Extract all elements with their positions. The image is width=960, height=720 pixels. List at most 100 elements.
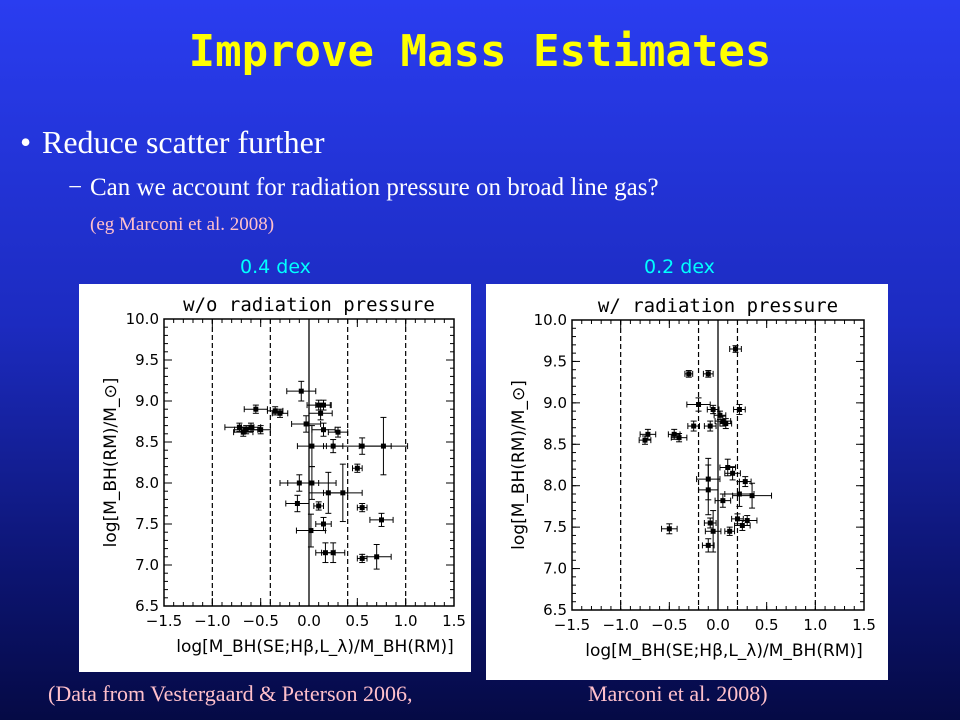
point-marker: [727, 528, 733, 534]
data-point: [733, 404, 746, 415]
x-tick-label: −1.5: [146, 612, 182, 630]
sub-bullet-item: − Can we account for radiation pressure o…: [68, 174, 659, 202]
point-marker: [316, 503, 322, 509]
x-tick-label: 0.0: [297, 612, 321, 630]
point-marker: [691, 423, 697, 429]
point-marker: [321, 427, 326, 433]
data-point: [313, 501, 324, 511]
data-point: [308, 406, 333, 421]
x-tick-label: 1.5: [442, 612, 466, 630]
data-point: [233, 427, 254, 437]
data-point: [703, 420, 717, 432]
data-point: [684, 370, 694, 378]
point-marker: [308, 528, 314, 534]
y-tick-label: 8.5: [543, 435, 567, 453]
data-point: [732, 482, 773, 509]
point-marker: [330, 550, 336, 556]
point-marker: [374, 554, 380, 560]
x-tick-label: −0.5: [651, 616, 687, 634]
left-scatter-label: 0.4 dex: [240, 256, 311, 278]
data-point: [724, 466, 741, 481]
data-point: [285, 494, 310, 513]
point-marker: [321, 521, 326, 527]
point-marker: [736, 491, 742, 497]
point-marker: [705, 371, 711, 377]
x-tick-label: 0.5: [345, 612, 369, 630]
data-point: [321, 542, 346, 564]
point-marker: [272, 408, 278, 414]
point-marker: [666, 526, 672, 532]
slide-title: Improve Mass Estimates: [188, 26, 772, 77]
bullet-dot-icon: •: [20, 124, 32, 160]
x-tick-label: 1.0: [394, 612, 418, 630]
x-axis-label: log[M_BH(SE;Hβ,L_λ)/M_BH(RM)]: [176, 637, 453, 657]
data-point: [702, 370, 714, 378]
data-point: [327, 426, 349, 438]
point-marker: [354, 465, 360, 471]
point-marker: [733, 346, 739, 352]
point-marker: [723, 421, 729, 427]
point-marker: [676, 435, 682, 441]
point-marker: [686, 371, 692, 377]
point-marker: [739, 522, 745, 528]
data-point: [687, 420, 701, 432]
y-tick-label: 6.5: [543, 601, 567, 619]
point-marker: [253, 406, 259, 412]
reference-note: (eg Marconi et al. 2008): [90, 214, 275, 235]
data-point: [734, 520, 751, 531]
x-axis-label: log[M_BH(SE;Hβ,L_λ)/M_BH(RM)]: [585, 641, 862, 661]
caption-right: Marconi et al. 2008): [588, 681, 768, 706]
point-marker: [744, 518, 750, 524]
sub-bullet-text: Can we account for radiation pressure on…: [90, 174, 659, 201]
data-point: [295, 513, 326, 548]
x-tick-label: 1.5: [852, 616, 876, 634]
y-tick-label: 7.5: [543, 518, 567, 536]
point-marker: [380, 443, 386, 449]
data-point: [670, 433, 688, 443]
point-marker: [730, 470, 736, 476]
point-marker: [645, 431, 651, 437]
point-marker: [258, 427, 264, 433]
point-marker: [705, 487, 711, 493]
y-tick-label: 7.5: [135, 515, 159, 533]
data-point: [698, 464, 719, 516]
bullet-item: • Reduce scatter further: [20, 124, 325, 161]
data-point: [724, 526, 736, 536]
point-marker: [720, 498, 726, 504]
y-tick-label: 8.5: [135, 433, 159, 451]
chart-title: w/o radiation pressure: [183, 294, 435, 316]
x-tick-label: −1.0: [602, 616, 638, 634]
data-point: [661, 523, 678, 535]
data-point: [286, 380, 317, 402]
point-marker: [717, 412, 723, 418]
data-point: [356, 503, 368, 513]
dash-icon: −: [68, 174, 83, 201]
point-marker: [736, 406, 742, 412]
point-marker: [240, 429, 246, 435]
point-marker: [710, 406, 716, 412]
data-point: [352, 463, 363, 473]
right-scatter-label: 0.2 dex: [644, 256, 715, 278]
data-point: [686, 397, 711, 412]
point-marker: [294, 501, 300, 506]
y-tick-label: 8.0: [135, 474, 159, 492]
right-scatter-plot: w/ radiation pressure −1.5 −1.0 −0.5 0.0 0.5 1…: [509, 295, 876, 661]
data-point: [706, 404, 720, 415]
point-marker: [309, 443, 315, 449]
point-marker: [298, 388, 304, 394]
point-marker: [309, 480, 315, 486]
data-point: [701, 538, 715, 553]
data-point: [291, 415, 322, 433]
point-marker: [720, 418, 726, 424]
right-chart-panel: w/ radiation pressure −1.5 −1.0 −0.5 0.0 0.5 1…: [486, 284, 888, 680]
x-tick-label: 0.0: [706, 616, 730, 634]
point-marker: [277, 410, 283, 416]
y-tick-label: 10.0: [534, 311, 567, 329]
y-tick-label: 6.5: [135, 597, 159, 615]
x-tick-label: −1.0: [194, 612, 230, 630]
data-point: [243, 404, 268, 414]
left-scatter-plot: w/o radiation pressure −1.5 −1.0 −0.5 0.0 0.5…: [101, 294, 466, 657]
point-marker: [340, 490, 346, 496]
point-marker: [642, 437, 648, 443]
left-chart-panel: w/o radiation pressure −1.5 −1.0 −0.5 0.0 0.5…: [79, 284, 471, 672]
